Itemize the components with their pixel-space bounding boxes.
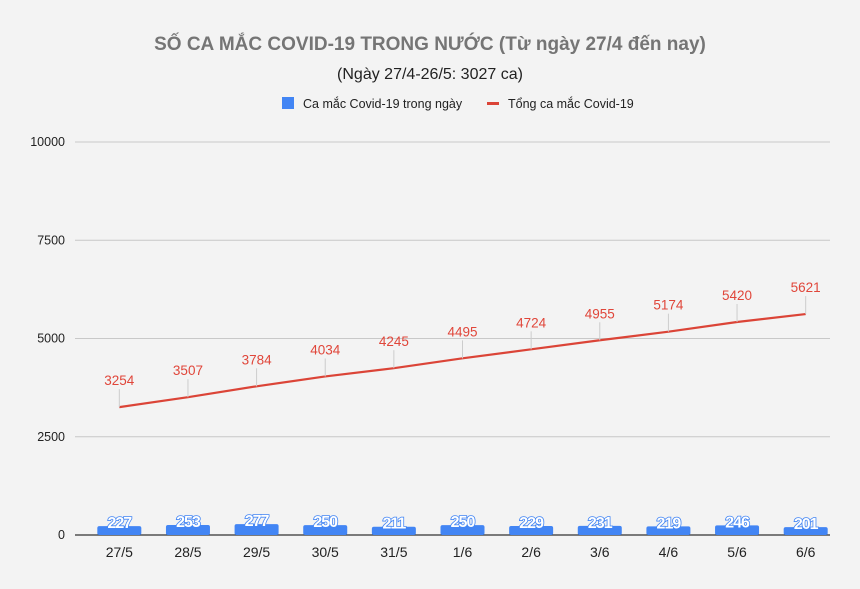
legend-swatch-bar — [282, 97, 294, 109]
line-label: 3507 — [173, 363, 203, 378]
bar — [715, 525, 760, 535]
line-label: 5420 — [722, 288, 752, 303]
bar-label: 250 — [451, 514, 476, 531]
bar — [97, 526, 142, 535]
bar — [371, 526, 416, 535]
x-tick-label: 30/5 — [312, 544, 339, 560]
bar-label: 219 — [657, 515, 682, 532]
bar-label: 229 — [519, 515, 544, 532]
bar — [783, 527, 828, 535]
line-label: 4495 — [447, 324, 477, 339]
chart-subtitle: (Ngày 27/4-26/5: 3027 ca) — [337, 66, 523, 83]
line-label: 3254 — [104, 373, 135, 388]
x-tick-label: 31/5 — [380, 544, 407, 560]
line-label: 3784 — [242, 352, 273, 367]
legend-swatch-line — [487, 102, 499, 105]
bar-label: 250 — [313, 514, 338, 531]
line-label: 4724 — [516, 315, 547, 330]
bar — [509, 526, 554, 535]
y-tick-label: 10000 — [30, 135, 65, 149]
x-tick-label: 6/6 — [796, 544, 816, 560]
y-tick-label: 5000 — [37, 332, 65, 346]
bar-label: 277 — [245, 513, 270, 530]
y-tick-label: 0 — [58, 528, 65, 542]
legend-label-bar: Ca mắc Covid-19 trong ngày — [303, 96, 463, 111]
bar-label: 246 — [725, 514, 750, 531]
y-tick-label: 2500 — [37, 430, 65, 444]
bar — [234, 524, 279, 535]
x-tick-label: 28/5 — [174, 544, 201, 560]
bar-label: 253 — [176, 514, 201, 531]
x-tick-label: 2/6 — [521, 544, 541, 560]
x-tick-label: 1/6 — [453, 544, 473, 560]
bar-label: 201 — [794, 516, 819, 533]
x-tick-label: 29/5 — [243, 544, 270, 560]
y-tick-label: 7500 — [37, 233, 65, 247]
chart-title: SỐ CA MẮC COVID-19 TRONG NƯỚC (Từ ngày 2… — [154, 33, 706, 55]
bar-label: 211 — [382, 516, 406, 533]
line-label: 4245 — [379, 334, 409, 349]
line-label: 4955 — [585, 306, 615, 321]
bar — [440, 525, 485, 535]
bar — [646, 526, 691, 535]
bar-label: 231 — [588, 515, 613, 532]
bar — [577, 525, 622, 535]
x-tick-label: 4/6 — [659, 544, 679, 560]
bar — [303, 525, 348, 535]
bar-label: 227 — [107, 515, 132, 532]
legend: Ca mắc Covid-19 trong ngày Tổng ca mắc C… — [282, 96, 634, 111]
x-tick-label: 3/6 — [590, 544, 610, 560]
legend-label-line: Tổng ca mắc Covid-19 — [508, 96, 634, 111]
line-label: 5174 — [653, 298, 684, 313]
bar — [165, 525, 210, 535]
x-tick-label: 27/5 — [106, 544, 133, 560]
x-tick-label: 5/6 — [727, 544, 747, 560]
line-label: 5621 — [791, 280, 821, 295]
line-label: 4034 — [310, 342, 341, 357]
